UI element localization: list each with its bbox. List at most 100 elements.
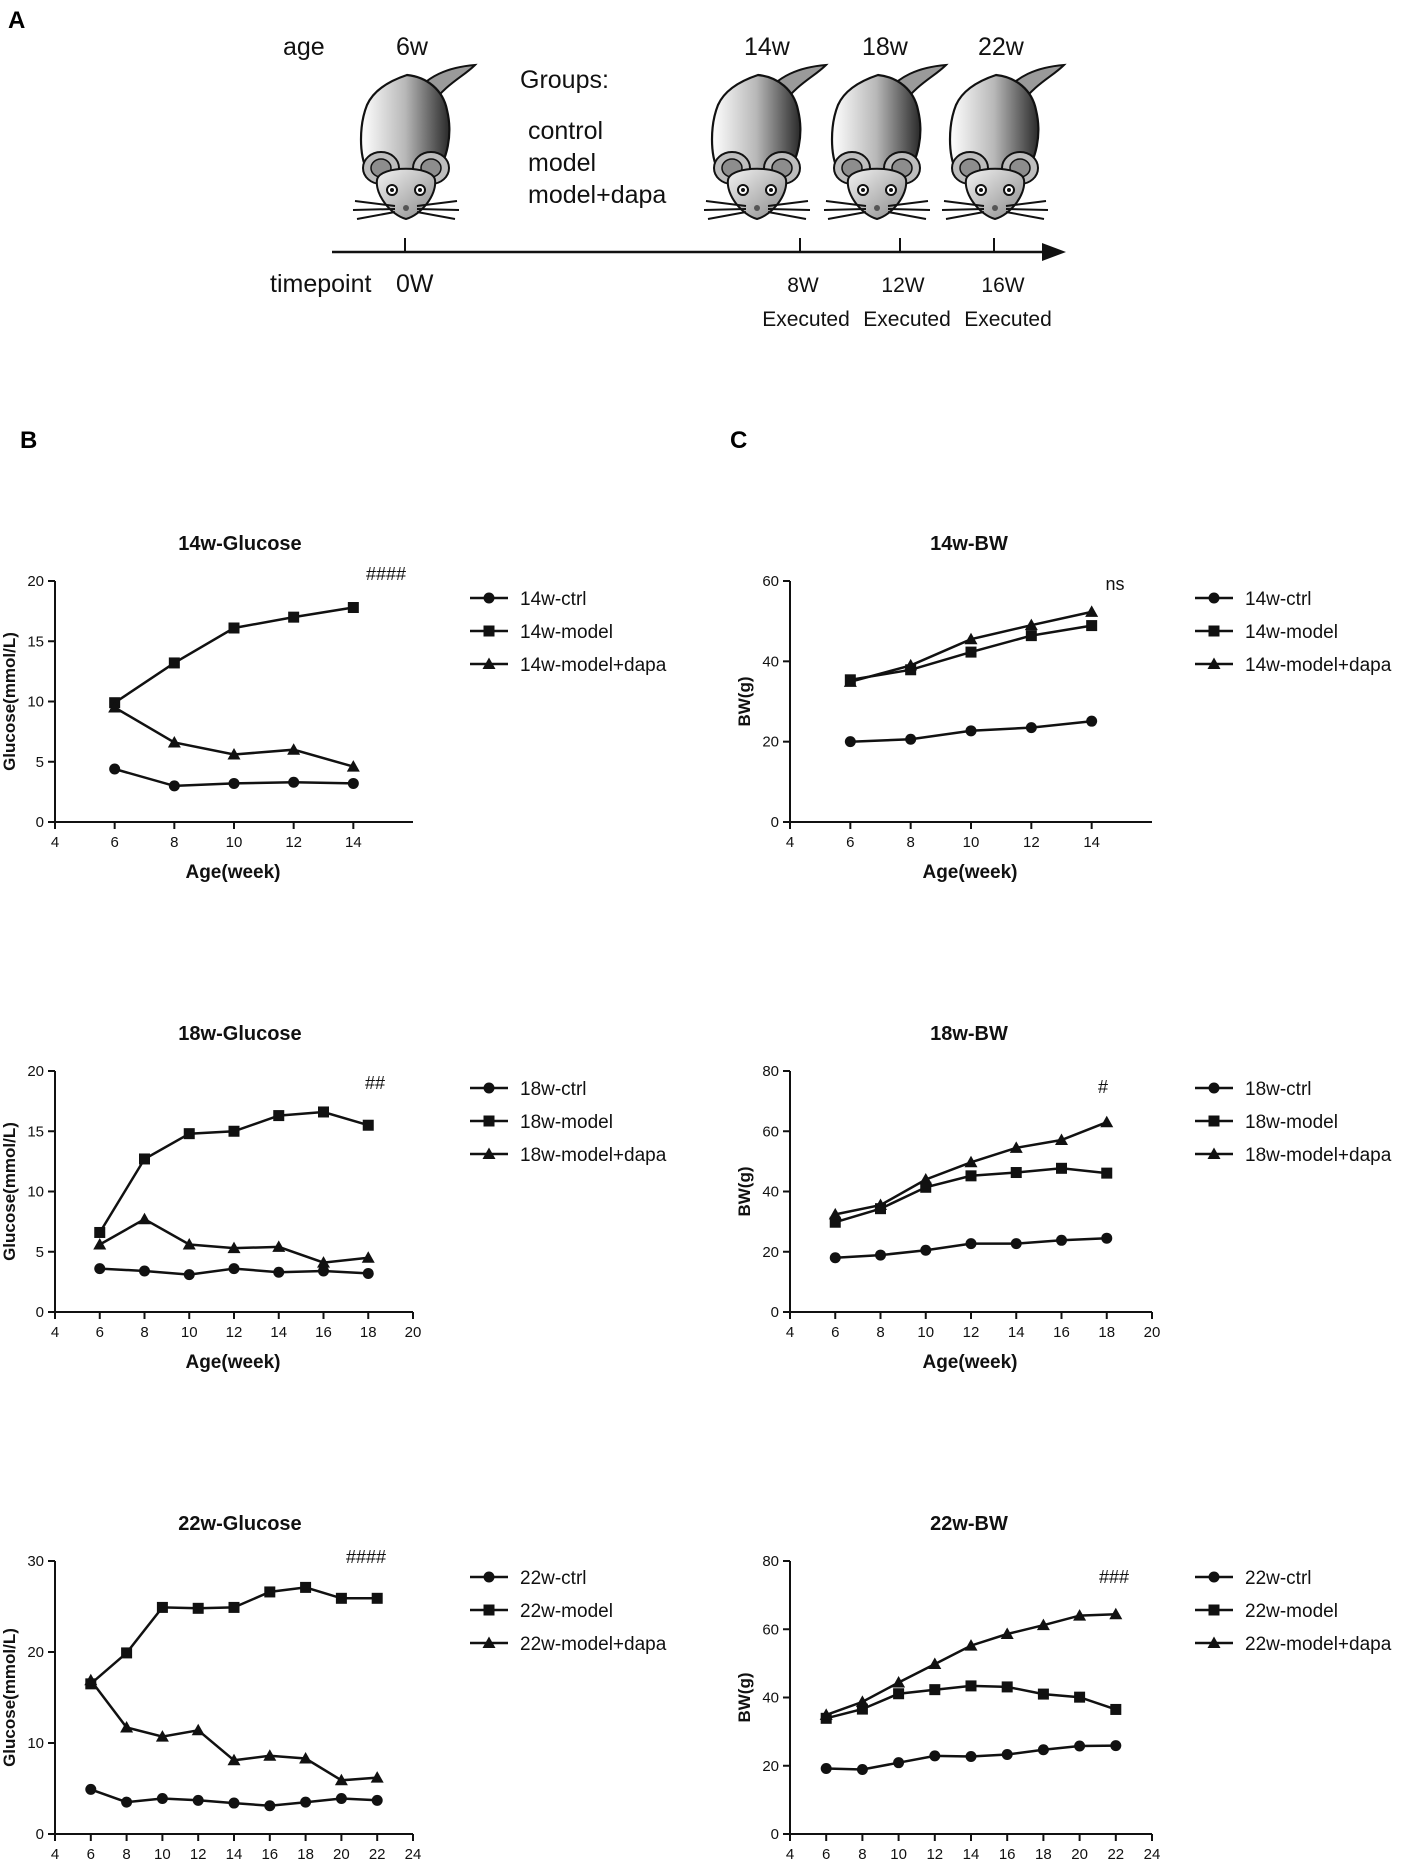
data-point-square [1074,1691,1086,1703]
x-tick-label: 14 [345,834,362,851]
data-point-square [1025,630,1037,642]
data-point-square [318,1106,329,1118]
mouse-6w-icon [351,63,477,221]
data-point-circle [318,1265,329,1277]
x-tick-label: 6 [831,1324,839,1341]
significance-label: #### [346,1547,386,1567]
data-point-triangle [964,1639,978,1651]
y-tick-label: 15 [27,633,44,650]
data-point-circle [844,736,856,748]
data-point-triangle [167,735,181,748]
y-tick-label: 5 [36,754,44,771]
data-point-triangle [1073,1609,1087,1621]
legend-marker-triangle [482,1147,496,1159]
series-line-square [114,606,354,704]
data-point-square [335,1592,347,1604]
data-point-circle [1074,1740,1086,1752]
y-axis-label: Glucose(mmol/L) [0,632,19,771]
chart-title: 18w-BW [930,1023,1008,1045]
legend-label: 18w-model+dapa [520,1145,667,1166]
x-tick-label: 6 [96,1324,104,1341]
x-tick-label: 4 [786,1324,794,1341]
data-point-circle [109,763,121,775]
x-tick-label: 12 [285,834,302,851]
chart-18w-bw: 18w-BW #4 6 8 10 12 14 16 18 20 0 20 40 60 80 Age(week)… [735,1023,1392,1373]
legend-label: 18w-ctrl [1245,1079,1312,1100]
y-axis-label: BW(g) [735,1672,754,1722]
data-point-triangle [334,1773,348,1786]
x-tick-label: 18 [1098,1324,1115,1341]
age-value-22w: 22w [978,33,1025,61]
y-tick-label: 10 [27,1735,44,1752]
legend-marker-square [483,1115,495,1127]
y-tick-label: 0 [771,1304,779,1321]
data-point-circle [905,733,917,745]
data-point-triangle [828,1207,842,1220]
legend-marker-circle [1208,1082,1220,1094]
y-axis-label: BW(g) [735,676,754,726]
data-point-square [893,1688,905,1700]
legend-label: 18w-ctrl [520,1079,587,1100]
y-tick-label: 30 [27,1553,44,1570]
legend-marker-triangle [482,1636,496,1648]
data-point-square [920,1181,932,1193]
data-point-circle [85,1783,97,1795]
data-point-triangle [299,1751,313,1764]
x-tick-label: 12 [926,1846,943,1859]
legend-marker-circle [1208,592,1220,604]
x-tick-label: 6 [110,834,118,851]
data-point-triangle [108,701,122,713]
legend-marker-circle [483,1571,495,1583]
data-point-circle [1010,1238,1022,1250]
x-tick-label: 16 [1053,1324,1070,1341]
x-tick-label: 14 [1008,1324,1025,1341]
legend-marker-square [1208,1604,1220,1616]
chart-title: 14w-Glucose [178,533,301,555]
data-point-triangle [904,658,918,671]
data-point-triangle [964,1155,978,1168]
y-tick-label: 40 [762,653,779,670]
chart-title: 18w-Glucose [178,1023,301,1045]
x-tick-label: 20 [1144,1324,1161,1341]
x-tick-label: 8 [122,1846,130,1859]
panel-letter-a: A [8,7,25,34]
data-point-circle [335,1793,347,1805]
x-axis-label: Age(week) [922,862,1017,883]
x-tick-label: 6 [87,1846,95,1859]
legend-label: 22w-model+dapa [1245,1634,1392,1655]
x-tick-label: 10 [226,834,243,851]
data-point-triangle [919,1172,933,1185]
y-tick-label: 0 [771,1826,779,1843]
legend-label: 14w-model [1245,622,1338,643]
x-tick-label: 14 [963,1846,980,1859]
x-tick-label: 8 [906,834,914,851]
legend-label: 14w-model+dapa [520,655,667,676]
x-tick-label: 18 [360,1324,377,1341]
data-point-square [273,1110,285,1122]
data-point-circle [264,1800,276,1812]
data-point-square [94,1226,106,1238]
x-tick-label: 6 [846,834,854,851]
data-point-triangle [263,1749,277,1761]
data-point-circle [183,1269,195,1281]
legend-label: 22w-model [1245,1601,1338,1622]
x-tick-label: 16 [261,1846,278,1859]
data-point-circle [820,1762,832,1774]
y-tick-label: 60 [762,573,779,590]
x-tick-label: 22 [369,1846,386,1859]
timepoint-0w: 0W [396,270,434,298]
data-point-square [1056,1162,1067,1174]
data-point-circle [875,1249,886,1261]
legend-marker-square [483,1604,495,1616]
data-point-triangle [155,1730,169,1742]
legend-label: 14w-ctrl [520,589,587,610]
group-model-dapa: model+dapa [528,181,666,209]
data-point-square [139,1153,150,1165]
data-point-circle [94,1263,106,1275]
x-tick-label: 10 [963,834,980,851]
series-line-triangle [99,1217,369,1264]
data-point-circle [121,1796,133,1808]
data-point-triangle [928,1657,942,1670]
data-point-triangle [1085,605,1099,617]
y-tick-label: 20 [27,1063,44,1080]
